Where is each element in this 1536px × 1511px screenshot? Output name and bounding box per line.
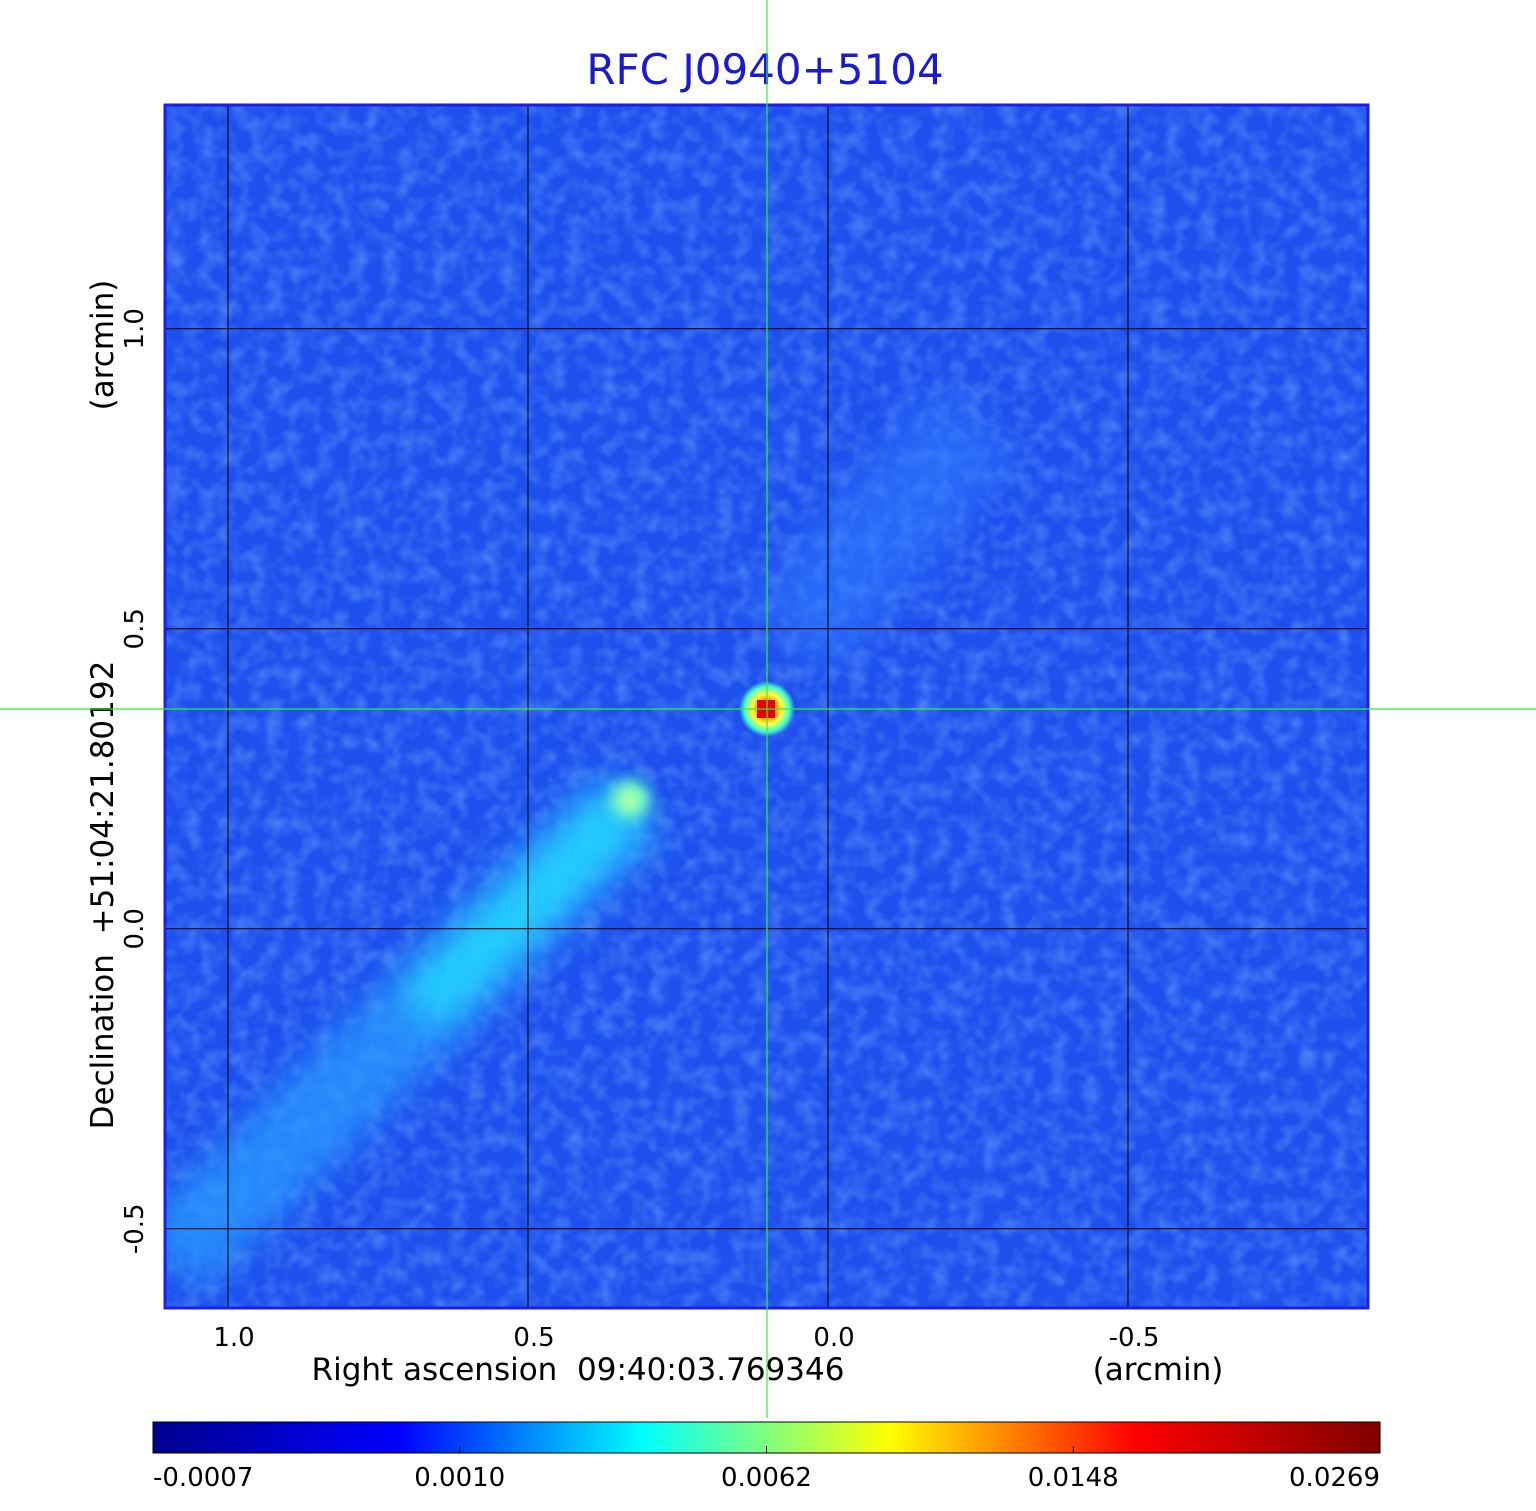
colorbar-tick-label: -0.0007 xyxy=(153,1463,253,1493)
y-tick-label: -0.5 xyxy=(120,1203,150,1254)
x-axis-label: Right ascension 09:40:03.769346 xyxy=(312,1352,845,1388)
colorbar-tick-label: 0.0269 xyxy=(1289,1463,1380,1493)
x-tick-label: 0.5 xyxy=(513,1323,554,1353)
y-axis-unit: (arcmin) xyxy=(85,280,121,411)
x-tick-label: 1.0 xyxy=(213,1323,254,1353)
chart-title: RFC J0940+5104 xyxy=(586,45,943,94)
y-tick-label: 1.0 xyxy=(120,308,150,349)
colorbar-tick-label: 0.0062 xyxy=(721,1463,812,1493)
y-axis-label: Declination +51:04:21.80192 xyxy=(85,661,121,1130)
x-axis-unit: (arcmin) xyxy=(1093,1352,1224,1388)
colorbar-tick-label: 0.0010 xyxy=(414,1463,505,1493)
x-tick-label: 0.0 xyxy=(813,1323,854,1353)
x-tick-label: -0.5 xyxy=(1109,1323,1160,1353)
y-tick-label: 0.5 xyxy=(120,608,150,649)
colorbar-tick-label: 0.0148 xyxy=(1028,1463,1119,1493)
y-tick-label: 0.0 xyxy=(120,908,150,949)
